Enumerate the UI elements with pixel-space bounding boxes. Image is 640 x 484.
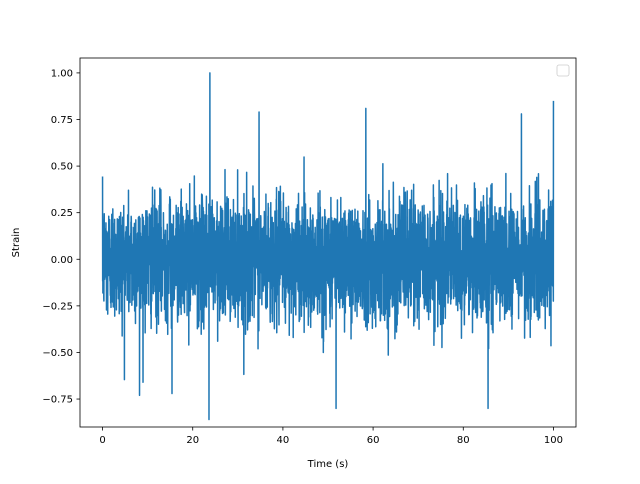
- x-tick-label: 0: [99, 435, 105, 446]
- y-tick-label: 0.50: [51, 162, 73, 173]
- y-axis-label: Strain: [11, 228, 22, 258]
- y-tick-label: −0.75: [42, 395, 73, 406]
- y-tick-label: −0.50: [42, 348, 73, 359]
- legend-box: [556, 64, 570, 77]
- y-axis-ticks: −0.75 −0.50 −0.25 0.00 0.25 0.50 0.75 1.00: [42, 68, 80, 406]
- axes-frame: [79, 57, 577, 428]
- strain-series-line: [101, 72, 555, 421]
- x-tick-label: 20: [186, 435, 199, 446]
- x-tick-label: 80: [457, 435, 470, 446]
- x-tick-label: 60: [367, 435, 380, 446]
- series-layer: [101, 72, 555, 421]
- y-tick-label: 0.25: [51, 208, 73, 219]
- x-tick-label: 40: [277, 435, 290, 446]
- x-axis-ticks: 0 20 40 60 80 100: [99, 427, 563, 446]
- y-tick-label: 0.00: [51, 255, 73, 266]
- x-axis-label: Time (s): [307, 459, 349, 470]
- y-tick-label: −0.25: [42, 301, 73, 312]
- x-tick-label: 100: [544, 435, 563, 446]
- y-tick-label: 1.00: [51, 68, 73, 79]
- y-tick-label: 0.75: [51, 115, 73, 126]
